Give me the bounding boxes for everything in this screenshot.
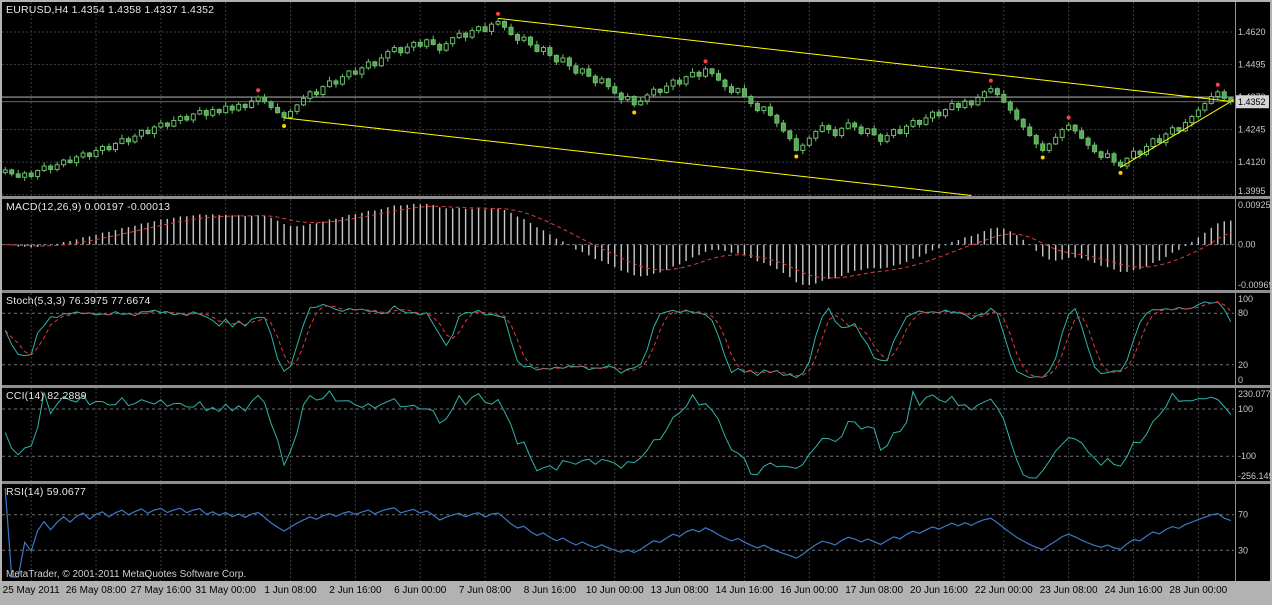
time-label: 8 Jun 16:00	[523, 585, 577, 596]
time-label: 2 Jun 16:00	[329, 585, 382, 596]
svg-text:0.00925: 0.00925	[1238, 200, 1270, 210]
time-label: 17 Jun 08:00	[845, 585, 904, 596]
time-label: 26 May 08:00	[65, 585, 127, 596]
time-label: 23 Jun 08:00	[1039, 585, 1098, 596]
time-label: 24 Jun 16:00	[1104, 585, 1163, 596]
cci-pane[interactable]: CCI(14) 82.2889 100 -100 230.0777 -256.1490	[2, 388, 1270, 481]
time-label: 20 Jun 16:00	[910, 585, 968, 596]
pane-rsi-canvas: 70 30	[2, 484, 1248, 581]
time-label: 16 Jun 00:00	[780, 585, 839, 596]
svg-text:1.4352: 1.4352	[1238, 97, 1266, 107]
svg-text:1.4245: 1.4245	[1238, 125, 1266, 135]
rsi-label: RSI(14) 59.0677	[6, 486, 87, 498]
macd-label: MACD(12,26,9) 0.00197 -0.00013	[6, 201, 171, 213]
pane-separator[interactable]	[2, 385, 1270, 388]
time-label: 22 Jun 00:00	[974, 585, 1033, 596]
svg-text:-0.00969: -0.00969	[1238, 280, 1270, 290]
time-label: 27 May 16:00	[130, 585, 192, 596]
pane-separator[interactable]	[2, 196, 1270, 199]
pane-macd-canvas: 0.00925 -0.00969 0.00	[2, 199, 1270, 290]
time-axis[interactable]: 25 May 2011 26 May 08:00 27 May 16:00 31 Ma…	[2, 581, 1270, 603]
time-label: 6 Jun 00:00	[394, 585, 447, 596]
svg-text:1.4495: 1.4495	[1238, 59, 1266, 69]
pane-separator[interactable]	[2, 290, 1270, 293]
svg-text:1.4120: 1.4120	[1238, 157, 1266, 167]
svg-text:1.3995: 1.3995	[1238, 186, 1266, 196]
svg-text:70: 70	[1238, 510, 1248, 520]
svg-text:100: 100	[1238, 294, 1253, 304]
time-label: 7 Jun 08:00	[458, 585, 512, 596]
time-label: 1 Jun 08:00	[264, 585, 317, 596]
pane-stoch-canvas: 80 20 100 0	[2, 293, 1253, 385]
svg-text:230.0777: 230.0777	[1238, 389, 1270, 399]
rsi-pane[interactable]: RSI(14) 59.0677 MetaTrader, © 2001-2011 …	[2, 484, 1270, 581]
svg-text:-100: -100	[1238, 451, 1256, 461]
pane-separator[interactable]	[2, 481, 1270, 484]
macd-pane[interactable]: MACD(12,26,9) 0.00197 -0.00013 0.00925 -0…	[2, 199, 1270, 290]
svg-text:1.4620: 1.4620	[1238, 27, 1266, 37]
pane-main-canvas: 1.46201.44951.43701.42451.41201.39951.43…	[2, 2, 1269, 196]
svg-text:-256.1490: -256.1490	[1238, 471, 1270, 481]
symbol-ohlc-label: EURUSD,H4 1.4354 1.4358 1.4337 1.4352	[6, 4, 215, 16]
svg-text:30: 30	[1238, 545, 1248, 555]
time-label: 10 Jun 00:00	[585, 585, 644, 596]
time-label: 25 May 2011	[2, 585, 60, 596]
svg-text:80: 80	[1238, 308, 1248, 318]
time-label: 13 Jun 08:00	[650, 585, 709, 596]
main-chart-pane[interactable]: EURUSD,H4 1.4354 1.4358 1.4337 1.4352 1.…	[2, 2, 1270, 196]
time-label: 31 May 00:00	[195, 585, 257, 596]
cci-label: CCI(14) 82.2889	[6, 390, 87, 402]
stochastic-label: Stoch(5,3,3) 76.3975 77.6674	[6, 295, 151, 307]
copyright-text: MetaTrader, © 2001-2011 MetaQuotes Softw…	[6, 569, 247, 580]
time-label: 28 Jun 00:00	[1169, 585, 1228, 596]
svg-text:0.00: 0.00	[1238, 240, 1256, 250]
svg-text:20: 20	[1238, 360, 1248, 370]
svg-text:0: 0	[1238, 375, 1243, 385]
stochastic-pane[interactable]: Stoch(5,3,3) 76.3975 77.6674 80 20 100 0	[2, 293, 1270, 385]
svg-text:100: 100	[1238, 404, 1253, 414]
pane-cci-canvas: 100 -100 230.0777 -256.1490	[2, 388, 1270, 481]
time-label: 14 Jun 16:00	[715, 585, 774, 596]
